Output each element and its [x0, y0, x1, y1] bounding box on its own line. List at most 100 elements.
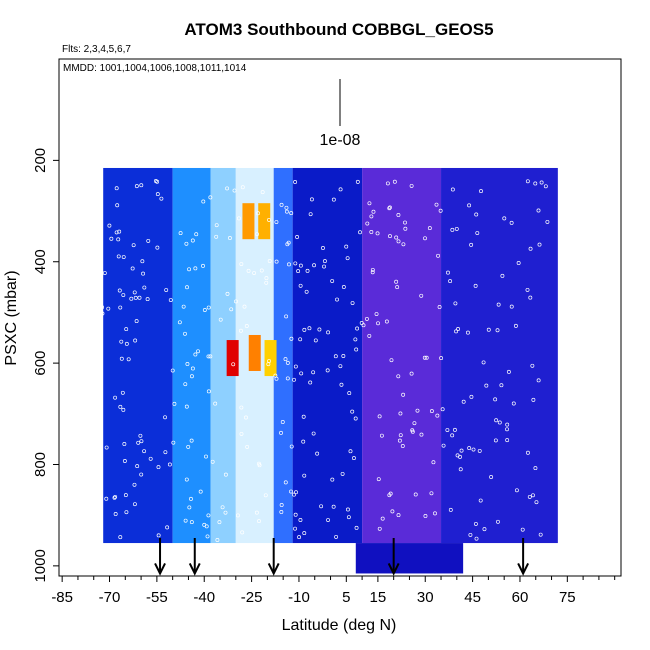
sample-point [448, 279, 453, 284]
sample-point [274, 259, 279, 264]
sample-point [520, 527, 525, 532]
y-tick-label: 1000 [32, 549, 49, 582]
heatmap-hotspot-4 [264, 340, 277, 377]
sample-point [359, 320, 364, 325]
sample-point [478, 498, 483, 503]
sample-point [229, 307, 234, 312]
sample-point [364, 316, 369, 321]
sample-point [446, 270, 450, 275]
sample-point [163, 415, 167, 420]
sample-point [77, 530, 82, 535]
sample-point [495, 328, 500, 333]
sample-point [322, 264, 326, 269]
flights-note: Flts: 2,3,4,5,6,7 [62, 44, 131, 55]
sample-point [238, 328, 243, 333]
sample-point [350, 409, 355, 414]
sample-point [246, 268, 251, 273]
sample-point [134, 319, 139, 324]
sample-point [392, 179, 397, 184]
sample-point [280, 420, 285, 424]
sample-point [217, 520, 222, 525]
sample-point [190, 366, 195, 371]
sample-point [308, 212, 313, 217]
sample-point [113, 512, 118, 516]
sample-point [193, 352, 198, 357]
sample-point [184, 477, 189, 482]
sample-point [123, 493, 128, 498]
arrow-markers [154, 537, 530, 576]
sample-point [155, 179, 160, 184]
sample-point [370, 267, 375, 272]
sample-point [429, 491, 434, 496]
sample-point [465, 330, 470, 335]
sample-point [502, 216, 507, 221]
sample-point [369, 229, 374, 234]
sample-point [423, 236, 427, 241]
heatmap-band-1 [172, 167, 211, 544]
sample-point [456, 326, 461, 331]
sample-point [185, 285, 189, 290]
sample-point [528, 246, 533, 251]
plot-frame [58, 58, 622, 577]
sample-point [514, 488, 519, 493]
sample-point [274, 220, 279, 224]
x-tick-label: -85 [51, 589, 73, 606]
sample-point [210, 459, 215, 464]
sample-point [308, 380, 313, 385]
sample-point [396, 513, 401, 518]
sample-point [305, 268, 310, 273]
sample-point [201, 263, 205, 268]
sample-point [398, 411, 403, 416]
sample-point [118, 305, 123, 310]
sample-point [202, 308, 207, 312]
sample-point [285, 360, 290, 365]
sample-point [240, 185, 245, 190]
sample-point [293, 364, 298, 369]
sample-point [96, 462, 101, 466]
sample-point [394, 279, 399, 284]
sample-point [172, 401, 177, 406]
sample-point [388, 205, 392, 210]
sample-point [263, 493, 268, 498]
sample-point [98, 327, 103, 331]
sample-point [489, 475, 494, 479]
sample-point [267, 217, 271, 222]
sample-point [117, 229, 122, 234]
sample-point [401, 242, 406, 247]
sample-point [474, 536, 479, 541]
sample-point [119, 339, 124, 344]
sample-point [533, 466, 538, 471]
sample-point [159, 196, 164, 201]
sample-point [525, 450, 530, 455]
x-axis: -85 -70 -55 -40 -25 -10 5 15 30 45 60 75 [51, 576, 616, 606]
arrow-head [267, 562, 280, 576]
sample-point [493, 397, 498, 402]
sample-point [133, 295, 138, 300]
sample-point [102, 271, 107, 276]
sample-point [146, 238, 151, 243]
sample-point [116, 237, 121, 242]
sample-point [395, 285, 400, 290]
sample-point [213, 401, 218, 406]
sample-point [335, 297, 339, 302]
sample-point [132, 290, 137, 295]
sample-point [450, 433, 455, 438]
sample-point [114, 230, 119, 235]
sample-point [294, 490, 298, 495]
y-axis: 200 400 600 800 1000 [32, 148, 59, 583]
sample-point [130, 266, 135, 271]
sample-point [439, 356, 444, 361]
sample-point [87, 302, 92, 307]
sample-point [126, 357, 131, 362]
sample-point [543, 184, 548, 189]
sample-point [168, 298, 173, 302]
sample-point [163, 450, 168, 455]
sample-point [355, 179, 360, 184]
sample-point [304, 289, 309, 294]
sample-point [454, 226, 459, 231]
sample-point [285, 242, 290, 247]
sample-point [118, 404, 123, 409]
sample-point [398, 433, 403, 438]
sample-point [350, 301, 355, 305]
sample-point [292, 377, 296, 382]
